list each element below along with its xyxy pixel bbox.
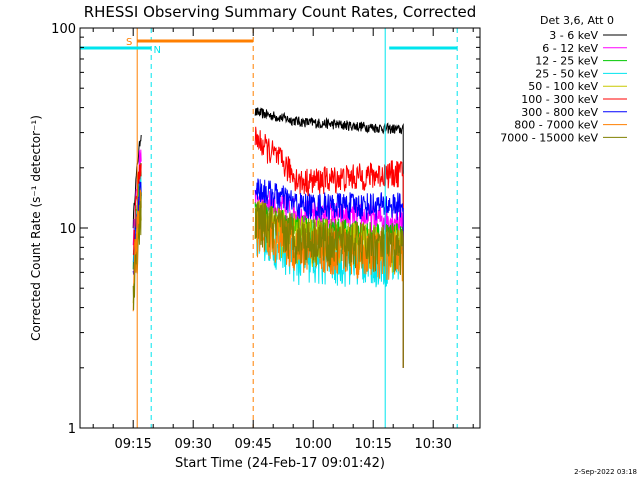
chart-title: RHESSI Observing Summary Count Rates, Co… [84,3,477,21]
x-axis: 09:15 09:30 09:45 10:00 10:15 10:30 [92,28,474,452]
y-tick-label-2: 100 [51,22,76,37]
y-axis: 1 10 100 [51,22,480,437]
y-axis-label: Corrected Count Rate (s⁻¹ detector⁻¹) [29,115,43,341]
y-tick-label-1: 10 [59,222,76,237]
x-tick-label-5: 10:30 [414,437,451,452]
series-5-segment-1 [254,126,404,368]
legend-title: Det 3,6, Att 0 [540,14,614,27]
y-tick-label-0: 1 [68,422,76,437]
x-axis-label: Start Time (24-Feb-17 09:01:42) [175,456,385,471]
footer-date: 2-Sep-2022 03:18 [574,468,637,476]
x-tick-label-1: 09:30 [174,437,211,452]
legend-label-6: 300 - 800 keV [521,106,598,119]
legend-label-1: 6 - 12 keV [542,42,598,55]
legend-label-8: 7000 - 15000 keV [500,131,598,144]
legend-label-3: 25 - 50 keV [535,67,598,80]
series-8-segment-1 [254,201,404,368]
series-6-segment-1 [254,178,404,368]
legend-label-0: 3 - 6 keV [549,29,598,42]
legend-label-2: 12 - 25 keV [535,55,598,68]
legend-label-4: 50 - 100 keV [528,80,598,93]
x-tick-label-3: 10:00 [294,437,331,452]
legend-label-5: 100 - 300 keV [521,93,598,106]
series-0-segment-1 [254,107,404,368]
x-tick-label-4: 10:15 [354,437,391,452]
x-tick-label-0: 09:15 [114,437,151,452]
plot-area: SN [79,28,458,428]
flag-label-0: S [126,37,132,48]
legend-label-7: 800 - 7000 keV [514,119,598,132]
flag-label-1: N [153,45,160,56]
x-tick-label-2: 09:45 [234,437,271,452]
